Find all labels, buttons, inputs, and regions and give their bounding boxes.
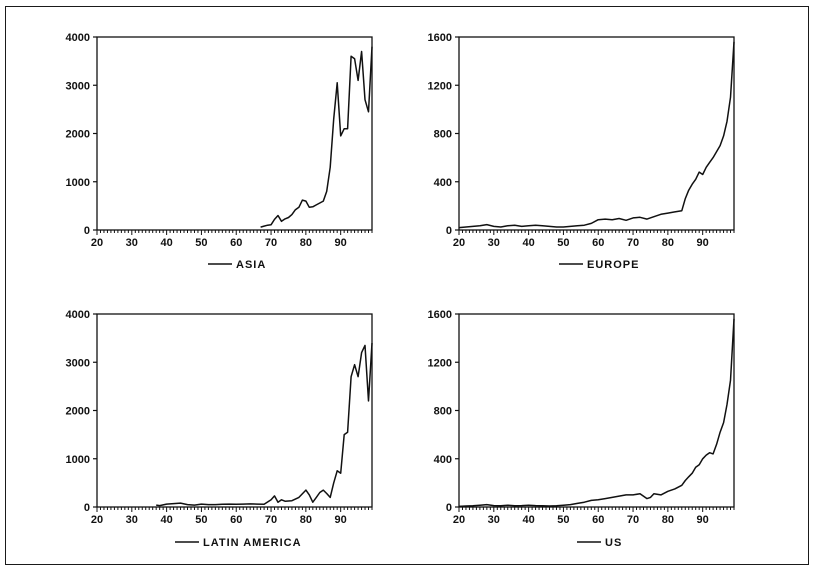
x-tick-label: 80 [300, 514, 312, 526]
y-tick-label: 1600 [428, 309, 452, 321]
y-tick-label: 1000 [66, 454, 90, 466]
y-tick-label: 1200 [428, 80, 452, 92]
x-tick-label: 60 [592, 514, 604, 526]
y-tick-label: 800 [434, 129, 452, 141]
plot-area [458, 313, 735, 508]
x-tick-label: 80 [300, 237, 312, 249]
y-tick-label: 2000 [66, 406, 90, 418]
legend-label: EUROPE [587, 259, 639, 271]
x-tick-label: 20 [453, 237, 465, 249]
y-tick-label: 400 [434, 454, 452, 466]
y-tick-label: 800 [434, 406, 452, 418]
x-tick-label: 20 [453, 514, 465, 526]
legend: US [577, 537, 622, 549]
y-tick-label: 4000 [66, 32, 90, 44]
figure-frame [5, 6, 809, 565]
x-tick-label: 90 [697, 514, 709, 526]
chart-panel: 0 400 800 1200 1600 20 30 40 50 60 70 80 90 US [428, 309, 735, 549]
chart-panel: 0 1000 2000 3000 4000 20 30 40 50 60 70 80 90 LATIN A… [66, 309, 373, 549]
y-tick-label: 0 [84, 225, 90, 237]
x-tick-label: 30 [126, 237, 138, 249]
x-tick-label: 70 [627, 514, 639, 526]
x-tick-label: 50 [195, 514, 207, 526]
x-tick-label: 60 [230, 514, 242, 526]
y-tick-label: 0 [84, 502, 90, 514]
series-line [458, 318, 735, 508]
x-tick-label: 40 [522, 237, 534, 249]
legend: LATIN AMERICA [175, 537, 302, 549]
y-tick-label: 1200 [428, 357, 452, 369]
y-tick-label: 1600 [428, 32, 452, 44]
x-tick-label: 70 [265, 514, 277, 526]
x-tick-label: 60 [230, 237, 242, 249]
x-tick-label: 30 [488, 237, 500, 249]
x-tick-label: 80 [662, 237, 674, 249]
chart-panel: 0 1000 2000 3000 4000 20 30 40 50 60 70 80 90 ASIA [66, 32, 373, 271]
chart-panel: 0 400 800 1200 1600 20 30 40 50 60 70 80 90 EUROPE [428, 32, 735, 271]
y-tick-label: 3000 [66, 357, 90, 369]
series-line [458, 41, 735, 229]
x-tick-label: 90 [697, 237, 709, 249]
y-tick-label: 0 [446, 502, 452, 514]
x-tick-label: 40 [160, 514, 172, 526]
plot-area [458, 36, 735, 231]
x-tick-label: 30 [488, 514, 500, 526]
x-tick-label: 50 [557, 237, 569, 249]
x-tick-label: 20 [91, 514, 103, 526]
x-tick-label: 70 [627, 237, 639, 249]
x-tick-label: 90 [335, 514, 347, 526]
series-line [156, 342, 373, 507]
x-tick-label: 40 [522, 514, 534, 526]
x-tick-label: 80 [662, 514, 674, 526]
legend: EUROPE [559, 259, 639, 271]
x-tick-label: 40 [160, 237, 172, 249]
x-tick-label: 50 [557, 514, 569, 526]
y-tick-label: 400 [434, 177, 452, 189]
y-tick-label: 0 [446, 225, 452, 237]
y-tick-label: 2000 [66, 129, 90, 141]
legend-label: ASIA [236, 259, 266, 271]
legend-label: LATIN AMERICA [203, 537, 302, 549]
series-line [260, 46, 373, 228]
x-tick-label: 60 [592, 237, 604, 249]
plot-area [96, 36, 373, 231]
x-tick-label: 70 [265, 237, 277, 249]
plot-area [96, 313, 373, 508]
legend: ASIA [208, 259, 266, 271]
y-tick-label: 4000 [66, 309, 90, 321]
x-tick-label: 50 [195, 237, 207, 249]
x-tick-label: 90 [335, 237, 347, 249]
x-tick-label: 20 [91, 237, 103, 249]
x-tick-label: 30 [126, 514, 138, 526]
y-tick-label: 1000 [66, 177, 90, 189]
y-tick-label: 3000 [66, 80, 90, 92]
legend-label: US [605, 537, 622, 549]
